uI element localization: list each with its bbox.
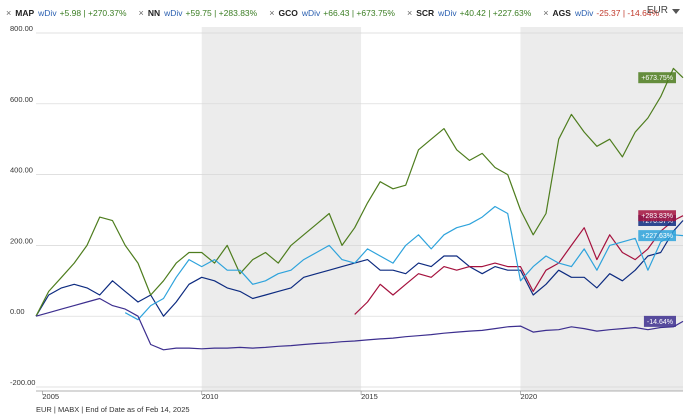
end-label-text: +673.75% — [641, 75, 673, 82]
legend-icon: × — [6, 8, 12, 18]
end-label-text: -14.64% — [647, 319, 673, 326]
series-line — [35, 220, 684, 317]
currency-select[interactable]: EUR — [646, 5, 668, 16]
end-label: -14.64% — [643, 315, 676, 327]
x-tick-label: 2020 — [520, 392, 537, 401]
legend-icon: × — [269, 8, 275, 18]
legend-name: MAP — [15, 8, 35, 18]
series-line — [35, 297, 684, 351]
legend-item[interactable]: × NN wDiv +59.75 | +283.83% — [139, 8, 258, 18]
legend-name: NN — [147, 8, 161, 18]
series-line — [35, 67, 684, 317]
legend-change: +5.98 | +270.37% — [59, 8, 127, 18]
y-tick-label: 400.00 — [10, 166, 33, 175]
x-tick-label: 2015 — [361, 392, 378, 401]
y-tick-label: 0.00 — [10, 307, 25, 316]
legend-name: GCO — [278, 8, 298, 18]
end-label-box — [638, 230, 676, 242]
end-label: +283.83% — [638, 210, 676, 222]
legend-tag: wDiv — [38, 8, 57, 18]
legend-item[interactable]: × MAP wDiv +5.98 | +270.37% — [6, 8, 127, 18]
y-tick-label: 200.00 — [10, 236, 33, 245]
legend-icon: × — [406, 8, 413, 18]
legend-change: +40.42 | +227.63% — [459, 8, 532, 18]
x-tick-label: 2010 — [202, 392, 219, 401]
legend-item[interactable]: × AGS wDiv -25.37 | -14.64% — [543, 8, 659, 18]
legend-tag: wDiv — [438, 8, 457, 18]
series-line — [124, 205, 684, 321]
legend-name: SCR — [416, 8, 435, 18]
y-tick-label: -200.00 — [10, 378, 35, 387]
end-label-box — [643, 315, 676, 327]
end-label-text: +227.63% — [641, 233, 673, 240]
end-label-text: +283.83% — [641, 213, 673, 220]
end-label-text: +270.37% — [641, 218, 673, 225]
legend-tag: wDiv — [574, 8, 594, 18]
legend-change: +59.75 | +283.83% — [185, 8, 258, 18]
x-tick-label: 2005 — [42, 392, 59, 401]
dropdown-caret[interactable] — [672, 9, 680, 14]
end-label-box — [638, 210, 676, 222]
y-tick-label: 600.00 — [10, 95, 33, 104]
legend-icon: × — [138, 8, 144, 18]
legend-tag: wDiv — [164, 8, 183, 18]
legend: × MAP wDiv +5.98 | +270.37% × NN wDiv +59.75 | … — [6, 4, 671, 22]
legend-item[interactable]: × GCO wDiv +66.43 | +673.75% — [269, 8, 395, 18]
y-tick-label: 800.00 — [10, 24, 33, 33]
end-label-box — [638, 72, 676, 84]
legend-tag: wDiv — [301, 8, 321, 18]
series-line — [354, 215, 684, 315]
legend-name: AGS — [552, 8, 571, 18]
end-label: +673.75% — [638, 72, 676, 84]
legend-change: +66.43 | +673.75% — [323, 8, 395, 18]
legend-icon: × — [543, 8, 549, 18]
footer-note: EUR | MABX | End of Date as of Feb 14, 2… — [36, 405, 190, 414]
legend-item[interactable]: × SCR wDiv +40.42 | +227.63% — [407, 8, 531, 18]
end-label: +227.63% — [638, 230, 676, 242]
shaded-band — [201, 27, 362, 391]
legend-change: -25.37 | -14.64% — [596, 8, 660, 18]
